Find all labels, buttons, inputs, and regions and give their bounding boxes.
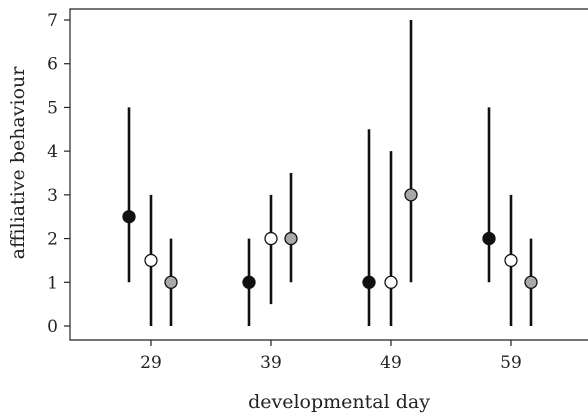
x-tick-label: 29 [140, 353, 162, 373]
data-point [144, 253, 158, 268]
y-tick-label: 1 [47, 273, 58, 293]
data-point [404, 188, 418, 202]
y-tick-label: 4 [47, 142, 58, 162]
x-axis-label: developmental day [248, 391, 430, 413]
axes: 0 1 2 3 4 5 6 7 29 39 49 59 [47, 8, 588, 373]
x-tick-label: 59 [500, 353, 522, 373]
y-tick-label: 0 [47, 317, 58, 337]
plot-frame [69, 8, 588, 341]
y-tick-label: 5 [47, 98, 58, 118]
data-point [264, 231, 278, 246]
y-tick-label: 6 [47, 55, 58, 75]
data-point [524, 275, 538, 289]
y-tick-label: 3 [47, 186, 58, 206]
data-point [122, 210, 136, 224]
data-point [164, 275, 178, 289]
y-axis-label: affiliative behaviour [7, 66, 29, 260]
data-point [482, 231, 496, 246]
range-lines [127, 20, 533, 326]
x-tick-label: 39 [260, 353, 282, 373]
data-point [384, 275, 398, 289]
data-point [362, 275, 376, 289]
data-point [242, 275, 256, 289]
x-tick-label: 49 [380, 353, 402, 373]
data-point [504, 253, 518, 268]
y-tick-label: 2 [47, 230, 58, 250]
data-point [284, 231, 298, 246]
data-points [122, 188, 538, 289]
y-tick-label: 7 [47, 11, 58, 31]
